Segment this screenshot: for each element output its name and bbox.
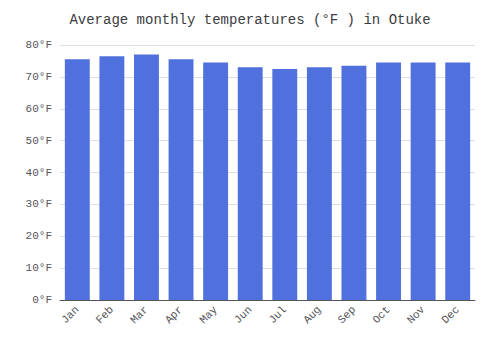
- svg-text:50°F: 50°F: [26, 135, 52, 147]
- svg-text:80°F: 80°F: [26, 39, 52, 51]
- svg-text:10°F: 10°F: [26, 262, 52, 274]
- svg-text:20°F: 20°F: [26, 230, 52, 242]
- svg-text:Aug: Aug: [301, 304, 323, 326]
- svg-text:Nov: Nov: [405, 303, 428, 326]
- svg-text:Jan: Jan: [59, 304, 81, 326]
- svg-text:May: May: [197, 303, 220, 326]
- svg-text:70°F: 70°F: [26, 71, 52, 83]
- svg-text:Apr: Apr: [163, 304, 185, 326]
- svg-text:Average monthly temperatures (: Average monthly temperatures (°F ) in Ot…: [69, 12, 430, 28]
- svg-text:Feb: Feb: [94, 304, 116, 326]
- svg-text:0°F: 0°F: [32, 294, 52, 306]
- svg-text:Jun: Jun: [232, 304, 254, 326]
- svg-text:Jul: Jul: [267, 304, 289, 326]
- svg-text:Dec: Dec: [439, 304, 461, 326]
- svg-text:30°F: 30°F: [26, 198, 52, 210]
- svg-text:Mar: Mar: [128, 304, 150, 326]
- svg-text:Oct: Oct: [370, 304, 392, 326]
- svg-text:40°F: 40°F: [26, 167, 52, 179]
- svg-text:Sep: Sep: [336, 304, 358, 326]
- svg-text:60°F: 60°F: [26, 103, 52, 115]
